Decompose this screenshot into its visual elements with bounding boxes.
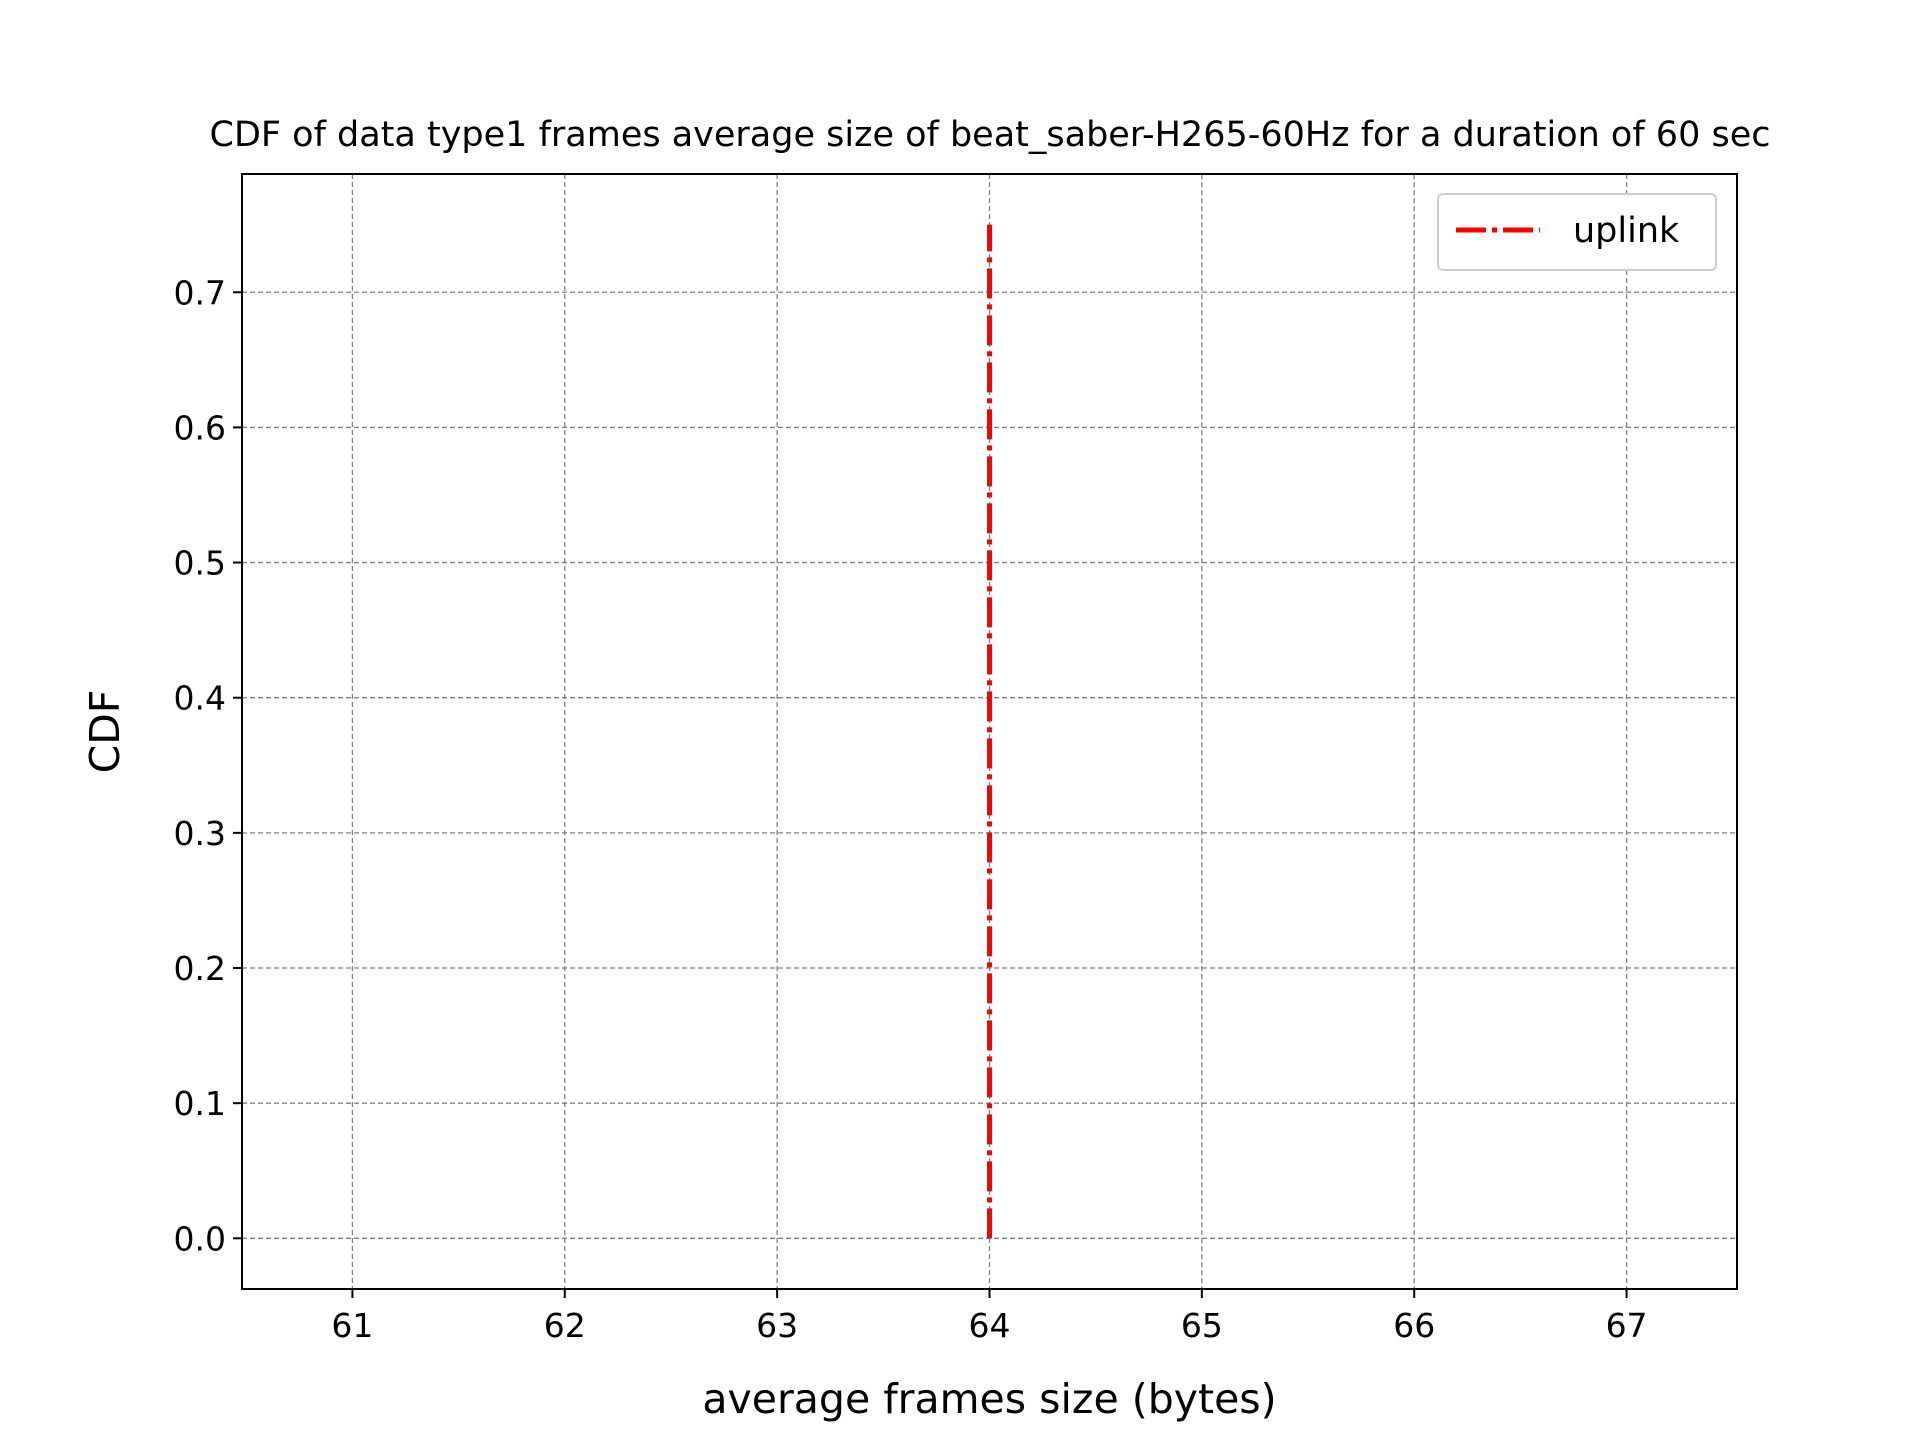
x-tick-label: 64 bbox=[969, 1306, 1011, 1345]
y-tick-label: 0.3 bbox=[174, 814, 226, 853]
y-tick-label: 0.1 bbox=[174, 1084, 226, 1123]
y-tick-label: 0.4 bbox=[174, 679, 226, 718]
legend-label-uplink: uplink bbox=[1573, 211, 1680, 251]
y-tick-label: 0.2 bbox=[174, 949, 226, 988]
y-tick-label: 0.0 bbox=[174, 1219, 226, 1258]
y-tick-label: 0.6 bbox=[174, 408, 226, 447]
x-tick-label: 66 bbox=[1393, 1306, 1435, 1345]
chart-title: CDF of data type1 frames average size of… bbox=[210, 115, 1771, 155]
legend: uplink bbox=[1437, 193, 1717, 271]
x-tick-label: 62 bbox=[544, 1306, 586, 1345]
x-tick-label: 67 bbox=[1606, 1306, 1648, 1345]
x-axis-title: average frames size (bytes) bbox=[702, 1375, 1276, 1423]
x-tick-label: 63 bbox=[756, 1306, 798, 1345]
y-tick-label: 0.7 bbox=[174, 273, 226, 312]
x-tick-label: 65 bbox=[1181, 1306, 1223, 1345]
ticks: 61 62 63 64 65 66 67 0.0 0.1 0.2 0.3 0.4 0.5 0.6 0.7 bbox=[174, 273, 1648, 1345]
x-tick-label: 61 bbox=[331, 1306, 373, 1345]
y-axis-title: CDF bbox=[81, 690, 129, 774]
legend-box bbox=[1437, 193, 1717, 271]
y-tick-label: 0.5 bbox=[174, 544, 226, 583]
